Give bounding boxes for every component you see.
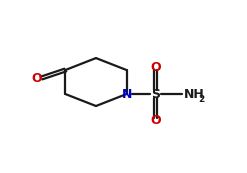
Text: O: O (31, 72, 42, 85)
Text: NH: NH (184, 88, 205, 101)
Text: O: O (150, 114, 161, 127)
Text: N: N (121, 88, 132, 101)
Text: 2: 2 (198, 95, 204, 104)
Text: O: O (150, 61, 161, 74)
Text: S: S (151, 88, 160, 101)
